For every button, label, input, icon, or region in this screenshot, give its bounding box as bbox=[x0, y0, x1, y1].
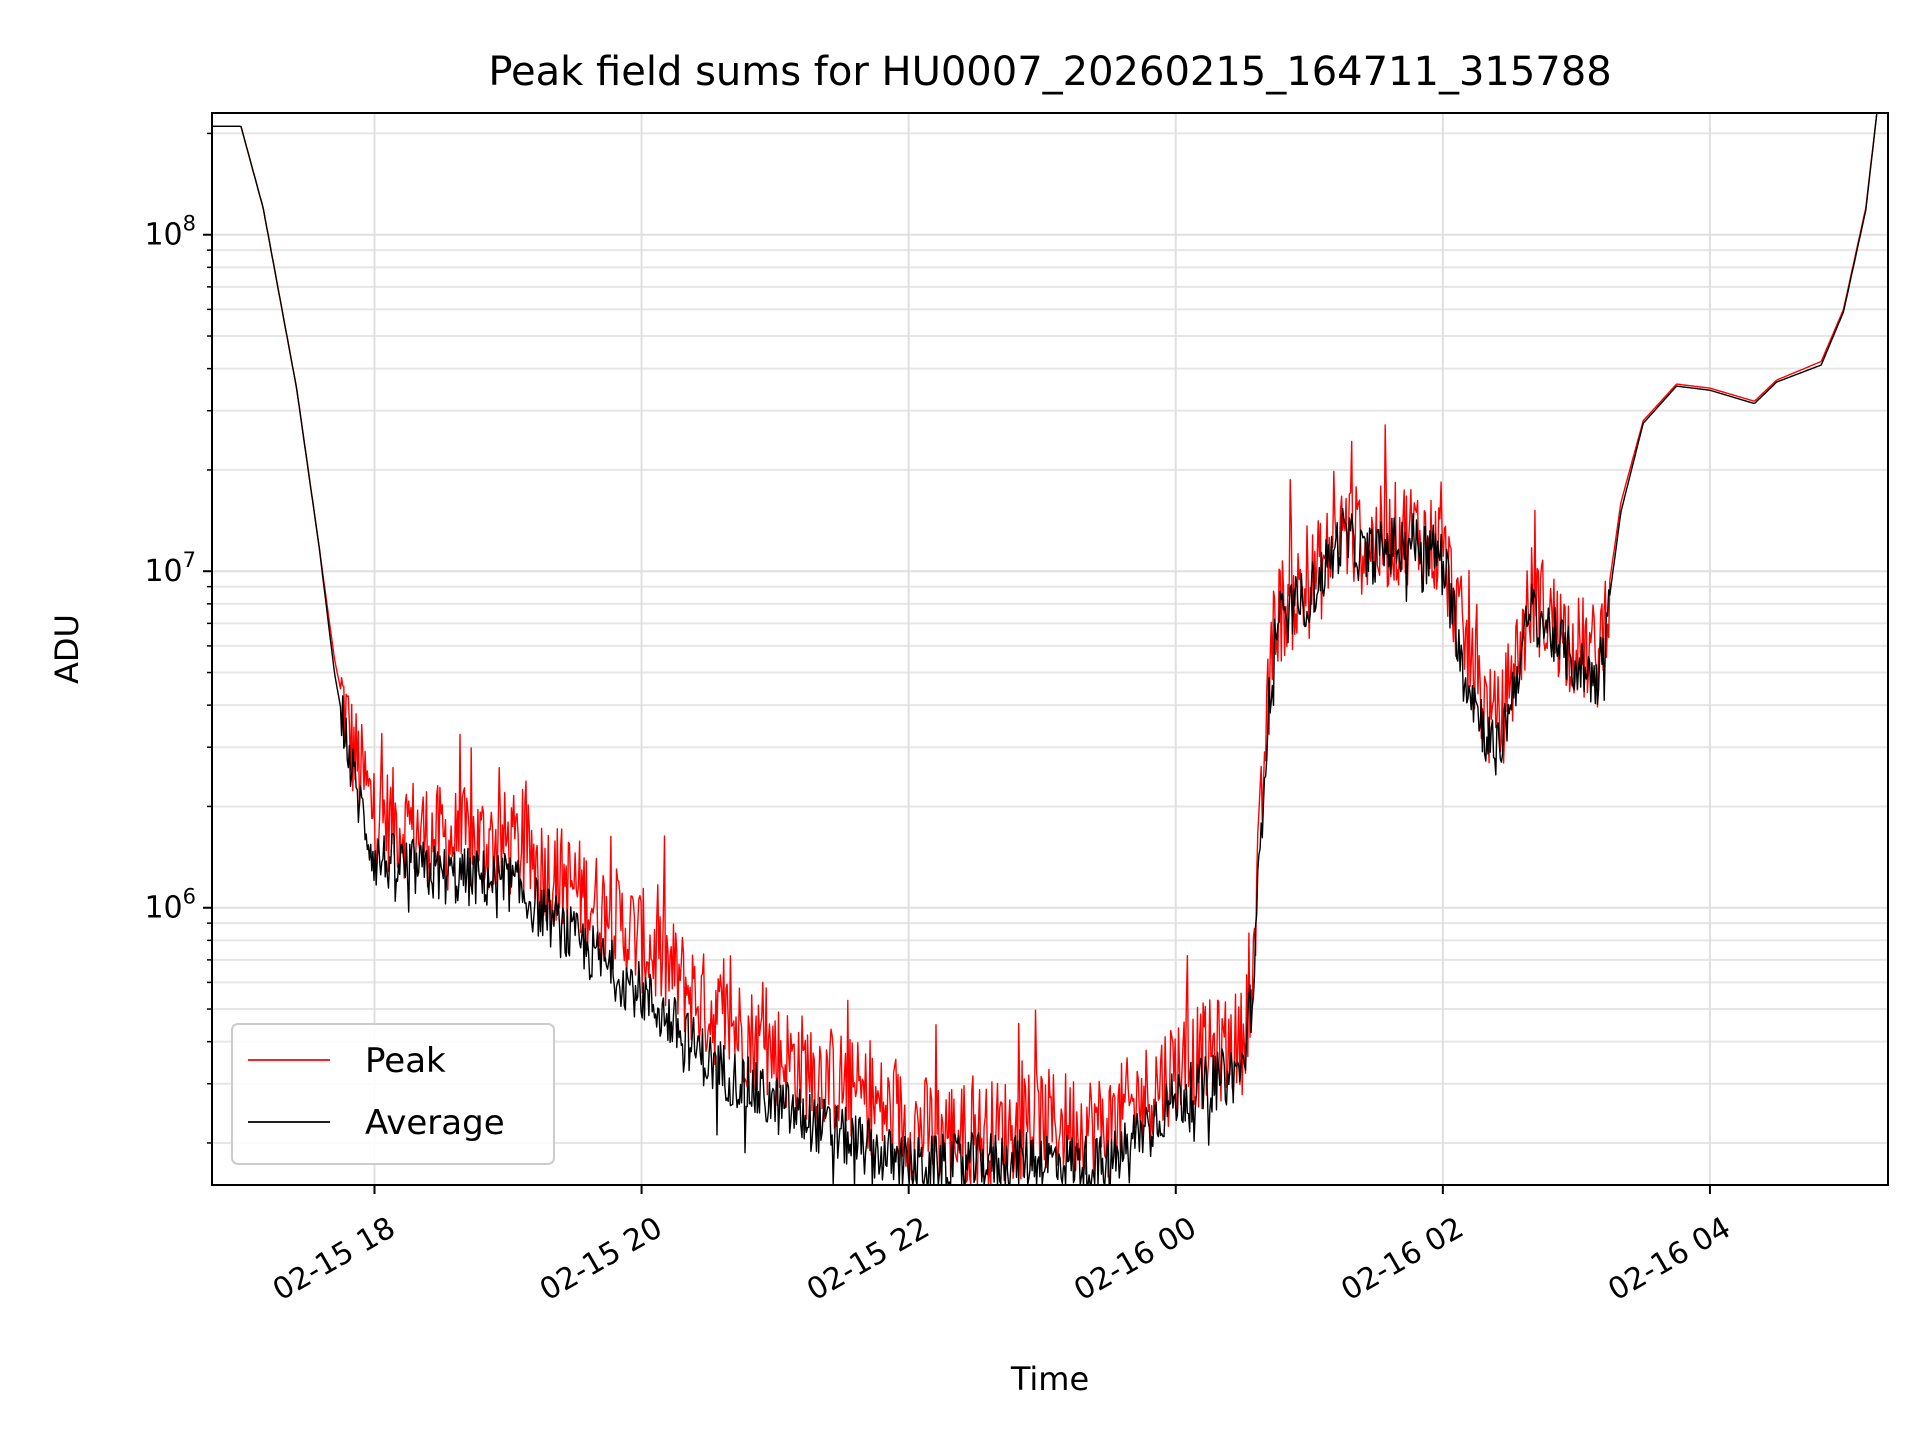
y-tick-label: 106 bbox=[144, 885, 196, 926]
y-axis-label: ADU bbox=[48, 614, 86, 684]
legend-box bbox=[231, 1023, 555, 1165]
y-tick-label: 108 bbox=[144, 212, 196, 253]
chart-title: Peak field sums for HU0007_20260215_1647… bbox=[488, 49, 1611, 95]
plot-frame bbox=[211, 112, 1889, 1186]
series-line-peak bbox=[212, 112, 1888, 1186]
legend: Peak Average bbox=[231, 1023, 555, 1165]
legend-label-peak: Peak bbox=[365, 1041, 446, 1081]
x-axis-label: Time bbox=[1010, 1360, 1089, 1398]
series-lines bbox=[212, 112, 1888, 1186]
y-tick-label: 107 bbox=[144, 548, 196, 589]
legend-label-average: Average bbox=[365, 1103, 505, 1143]
series-line-average bbox=[212, 112, 1888, 1186]
